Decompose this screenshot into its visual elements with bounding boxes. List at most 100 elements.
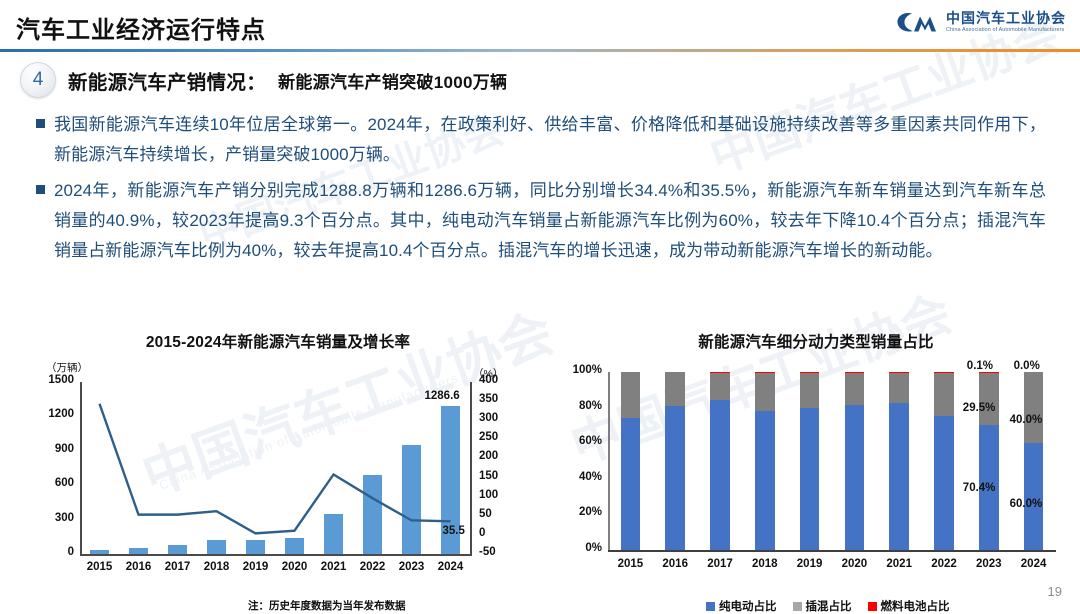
y-axis-line-left <box>80 382 82 554</box>
caam-logo: 中国汽车工业协会 China Association of Automobile… <box>895 9 1066 35</box>
bar-segment-插混占比 <box>1024 372 1044 443</box>
data-label-growth: 35.5 <box>443 525 465 537</box>
data-label: 29.5% <box>963 402 996 414</box>
x-tick-label: 2021 <box>877 558 922 570</box>
bullet-list: 我国新能源汽车连续10年位居全球第一。2024年，在政策利好、供给丰富、价格降低… <box>36 110 1046 272</box>
list-item: 2024年，新能源汽车产销分别完成1288.8万辆和1286.6万辆，同比分别增… <box>36 176 1046 266</box>
legend-label: 纯电动占比 <box>719 598 777 614</box>
y-axis-line-right <box>470 382 472 554</box>
y-tick-right: -50 <box>479 546 496 558</box>
y-tick-left: 1500 <box>28 374 74 386</box>
y-tick-right: 100 <box>479 489 498 501</box>
list-item: 我国新能源汽车连续10年位居全球第一。2024年，在政策利好、供给丰富、价格降低… <box>36 110 1046 170</box>
bar-segment-插混占比 <box>621 372 641 418</box>
page-header: 汽车工业经济运行特点 中国汽车工业协会 China Association of… <box>0 0 1080 52</box>
x-tick-label: 2023 <box>392 561 431 573</box>
data-label: 60.0% <box>1010 498 1043 510</box>
x-tick-label: 2024 <box>1011 558 1056 570</box>
chart-legend: 纯电动占比插混占比燃料电池占比 <box>706 598 950 614</box>
data-label: 70.4% <box>963 482 996 494</box>
growth-rate-line <box>18 354 538 594</box>
page-title: 汽车工业经济运行特点 <box>16 10 266 45</box>
bar-sales <box>129 548 148 554</box>
x-tick-label: 2020 <box>832 558 877 570</box>
bar-segment-燃料电池占比 <box>710 372 730 373</box>
y-axis-unit-left: （万辆） <box>46 360 88 375</box>
logo-title-cn: 中国汽车工业协会 <box>946 11 1066 26</box>
bar-segment-纯电动占比 <box>845 405 865 550</box>
x-tick-label: 2016 <box>653 558 698 570</box>
x-axis-line <box>80 554 472 556</box>
x-tick-label: 2022 <box>353 561 392 573</box>
bar-segment-纯电动占比 <box>800 408 820 550</box>
y-tick-label: 0% <box>560 542 602 554</box>
y-axis-line <box>608 372 610 550</box>
bar-segment-插混占比 <box>755 373 775 411</box>
y-tick-label: 40% <box>560 471 602 483</box>
legend-swatch-icon <box>868 602 877 611</box>
bar-segment-燃料电池占比 <box>934 372 954 373</box>
y-tick-right: 300 <box>479 412 498 424</box>
legend-swatch-icon <box>706 602 715 611</box>
bar-segment-插混占比 <box>710 373 730 401</box>
logo-title-en: China Association of Automobile Manufact… <box>946 28 1066 34</box>
y-tick-right: 50 <box>479 508 492 520</box>
chart-note: 注：历史年度数据为当年发布数据 <box>248 598 406 613</box>
x-tick-label: 2017 <box>158 561 197 573</box>
y-tick-label: 80% <box>560 400 602 412</box>
x-tick-label: 2019 <box>236 561 275 573</box>
bar-segment-插混占比 <box>800 373 820 408</box>
bar-segment-燃料电池占比 <box>800 372 820 373</box>
data-label-sales: 1286.6 <box>425 390 460 402</box>
y-tick-label: 60% <box>560 435 602 447</box>
bar-sales <box>90 550 109 554</box>
x-tick-label: 2022 <box>922 558 967 570</box>
data-label: 0.1% <box>967 360 993 372</box>
x-tick-label: 2016 <box>119 561 158 573</box>
bar-segment-插混占比 <box>665 372 685 406</box>
y-tick-right: 200 <box>479 450 498 462</box>
section-subtitle: 新能源汽车产销突破1000万辆 <box>278 68 507 93</box>
chart-title: 新能源汽车细分动力类型销量占比 <box>566 330 1066 352</box>
bar-sales <box>324 514 343 554</box>
bullet-square-icon <box>36 185 45 194</box>
y-tick-left: 0 <box>28 546 74 558</box>
x-axis-line <box>608 550 1056 552</box>
y-tick-right: 250 <box>479 431 498 443</box>
y-tick-right: 400 <box>479 374 498 386</box>
section-number-badge: 4 <box>20 62 56 98</box>
bar-segment-纯电动占比 <box>755 411 775 550</box>
y-tick-left: 300 <box>28 512 74 524</box>
x-tick-label: 2018 <box>197 561 236 573</box>
legend-item: 燃料电池占比 <box>868 598 950 614</box>
bar-sales <box>168 545 187 554</box>
caam-logo-icon <box>895 9 939 35</box>
header-divider <box>0 49 1080 52</box>
bar-segment-纯电动占比 <box>665 406 685 550</box>
legend-item: 纯电动占比 <box>706 598 777 614</box>
bar-segment-插混占比 <box>889 373 909 404</box>
x-tick-label: 2015 <box>80 561 119 573</box>
x-tick-label: 2015 <box>608 558 653 570</box>
bar-segment-插混占比 <box>934 373 954 416</box>
y-tick-left: 600 <box>28 477 74 489</box>
section-title: 新能源汽车产销情况： <box>68 66 266 95</box>
chart-title: 2015-2024年新能源汽车销量及增长率 <box>18 330 538 352</box>
bar-sales <box>363 475 382 554</box>
bar-segment-纯电动占比 <box>710 400 730 550</box>
x-tick-label: 2020 <box>275 561 314 573</box>
bar-segment-燃料电池占比 <box>755 372 775 373</box>
bar-segment-纯电动占比 <box>934 416 954 550</box>
bar-sales <box>207 540 226 554</box>
x-tick-label: 2017 <box>698 558 743 570</box>
section-heading: 4 新能源汽车产销情况： 新能源汽车产销突破1000万辆 <box>20 62 507 98</box>
legend-item: 插混占比 <box>793 598 852 614</box>
bar-segment-纯电动占比 <box>1024 443 1044 550</box>
y-tick-right: 0 <box>479 527 485 539</box>
bar-sales <box>246 540 265 554</box>
